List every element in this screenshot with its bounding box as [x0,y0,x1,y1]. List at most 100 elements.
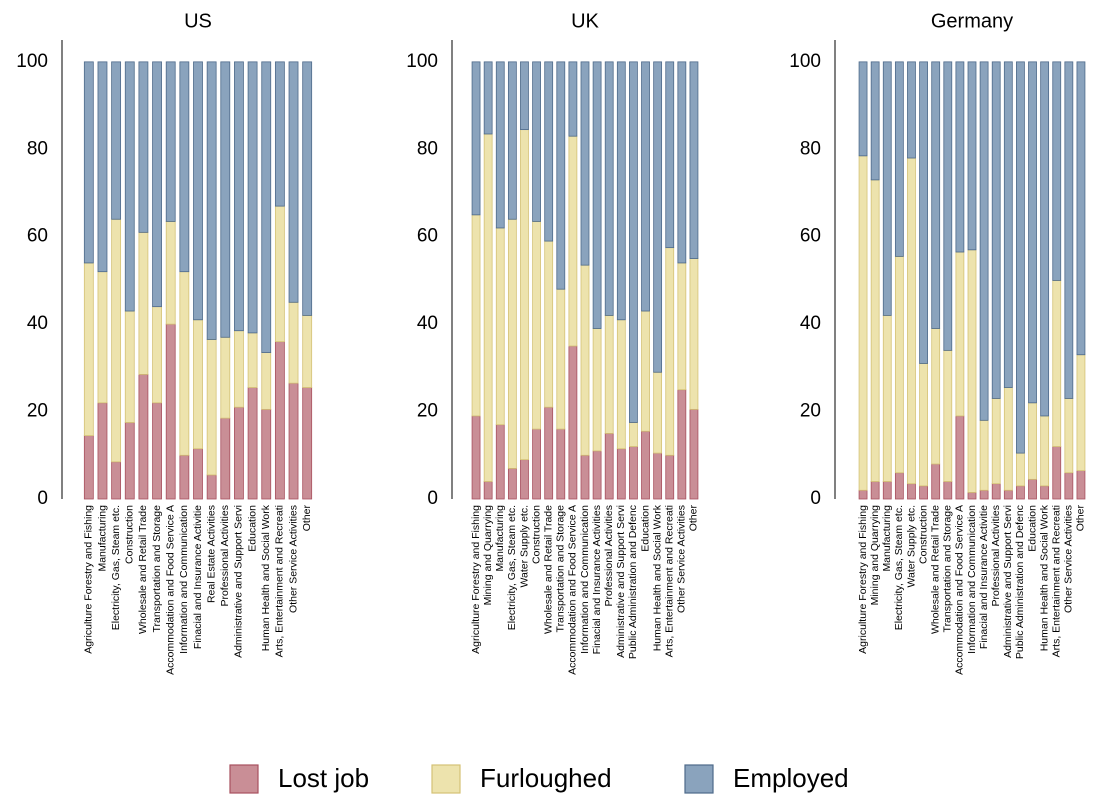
bar-segment [919,363,928,487]
bar-segment [616,61,626,321]
bar-segment [152,402,162,500]
bar-segment [261,352,272,410]
bar-segment [193,448,203,500]
bar-segment [907,157,916,485]
x-tick-label: Education [246,505,258,552]
x-tick-label: Wholesale and Retail Trade [542,505,554,634]
bar-segment [580,264,590,456]
x-tick-label: Accommodation and Food Service A [954,505,966,675]
bar-segment [858,155,868,491]
legend-swatch [229,764,259,794]
y-tick-label: 40 [800,313,821,334]
bar-segment [689,408,699,500]
bar-segment [1040,485,1050,500]
bar-segment [483,61,493,135]
bar-segment [247,61,258,334]
x-tick-label: Agriculture Forestry and Fishing [470,505,482,654]
bar-segment [943,61,953,351]
bar-segment [641,430,650,500]
bar-segment [193,61,203,321]
bar-segment [507,218,517,469]
x-tick-label: Wholesale and Retail Trade [929,505,941,634]
bar-segment [274,61,285,207]
y-tick-label: 60 [27,226,48,247]
bar-segment [556,61,566,290]
bar-segment [1052,280,1062,447]
bar-segment [556,428,566,500]
bar-segment [1016,485,1025,500]
bar-segment [1064,61,1074,399]
bar-segment [592,450,602,500]
y-tick-label: 60 [800,226,821,247]
bar-segment [495,227,505,426]
bar-segment [665,247,675,456]
bar-segment [894,472,904,500]
x-tick-label: Human Health and Social Work [260,504,272,651]
bar-segment [206,339,217,476]
bar-segment [943,481,953,500]
x-tick-label: Administrative and Support Servi [615,505,627,658]
subplot-title: US [184,10,212,32]
bar-segment [97,402,108,500]
bar-segment [471,61,481,216]
bar-segment [247,332,258,388]
bar-segment [568,345,578,500]
bar-segment [556,288,566,430]
bar-segment [261,61,272,353]
legend-label: Furloughed [480,763,612,793]
bar-segment [1052,61,1062,281]
bar-segment [931,61,941,329]
bar-segment [943,349,953,482]
x-tick-label: Education [1026,505,1038,552]
bar-segment [152,306,162,404]
bar-segment [991,398,1001,485]
bar-segment [629,422,638,447]
bar-segment [206,474,217,500]
y-tick-label: 100 [406,51,438,72]
y-tick-label: 0 [427,488,438,509]
bar-segment [532,221,541,430]
bar-segment [665,454,675,500]
bar-segment [677,389,687,500]
bar-segment [220,61,231,338]
y-tick-label: 80 [800,138,821,159]
bar-segment [83,61,94,264]
bar-segment [580,61,590,266]
bar-segment [288,301,299,384]
bar-segment [179,454,190,500]
x-tick-label: Electricity, Gas, Steam etc. [893,505,905,630]
bar-segment [544,240,554,408]
x-tick-label: Other [1075,505,1087,532]
bar-segment [234,406,244,500]
bar-segment [83,435,94,500]
bar-segment [689,258,699,410]
x-tick-label: Real Estate Activities [205,505,217,603]
bar-segment [979,61,989,421]
x-tick-label: Information and Communication [579,505,591,654]
bar-segment [1040,61,1050,417]
bar-segment [677,262,687,391]
bar-segment [1016,452,1025,487]
legend-label: Lost job [278,763,369,793]
bar-segment [882,61,892,316]
bar-segment [483,481,493,500]
x-tick-label: Information and Communication [966,505,978,654]
bar-segment [1076,61,1086,356]
bar-segment [247,387,258,500]
bar-segment [629,61,638,423]
bar-segment [894,255,904,474]
bar-segment [165,61,176,222]
bar-segment [907,61,916,159]
bar-segment [931,463,941,500]
y-tick-label: 40 [27,313,48,334]
bar-segment [1040,415,1050,487]
x-tick-label: Water Supply etc. [905,505,917,587]
bar-segment [471,214,481,417]
bar-segment [152,61,162,308]
bar-segment [1016,61,1025,454]
x-tick-label: Transportation and Storage [151,505,163,633]
x-tick-label: Electricity, Gas, Steam etc. [506,505,518,630]
x-tick-label: Transportation and Storage [555,505,567,633]
y-tick-label: 20 [27,401,48,422]
